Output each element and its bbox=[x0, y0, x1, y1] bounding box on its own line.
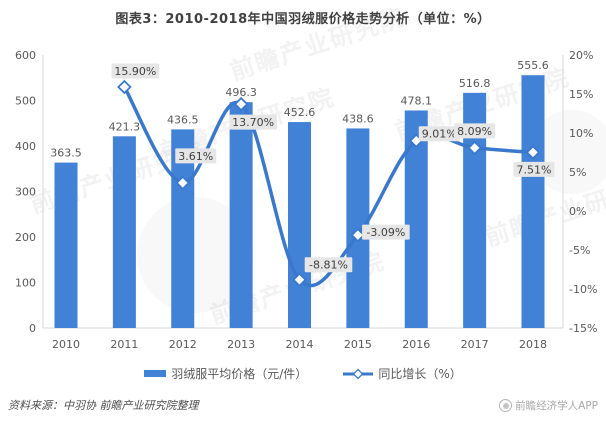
legend-item-growth: 同比增长（%） bbox=[343, 365, 462, 382]
watermark-circle bbox=[137, 197, 253, 313]
growth-label-2016: 9.01% bbox=[422, 128, 457, 141]
growth-label-2015: -3.09% bbox=[366, 226, 405, 239]
growth-label-2017: 8.09% bbox=[457, 125, 492, 138]
growth-label-box-2015 bbox=[362, 224, 410, 240]
growth-label-2012: 3.61% bbox=[178, 150, 213, 163]
y-axis-right-tick: 10% bbox=[569, 127, 593, 140]
y-axis-left-tick: 500 bbox=[15, 95, 36, 108]
bar-series-swatch bbox=[144, 370, 167, 377]
legend-label-price: 羽绒服平均价格（元/件） bbox=[171, 367, 308, 381]
x-axis-label-2011: 2011 bbox=[110, 338, 138, 351]
growth-label-box-2012 bbox=[175, 148, 217, 164]
growth-label-box-2011 bbox=[111, 63, 160, 79]
bar-2013 bbox=[229, 102, 253, 328]
bar-value-label-2012: 436.5 bbox=[167, 113, 199, 126]
growth-label-box-2016 bbox=[418, 126, 460, 142]
x-axis-label-2014: 2014 bbox=[286, 338, 314, 351]
chart-legend: 羽绒服平均价格（元/件） 同比增长（%） bbox=[0, 365, 606, 382]
y-axis-right-tick: 15% bbox=[569, 88, 593, 101]
source-note: 资料来源：中羽协 前瞻产业研究院整理 bbox=[8, 399, 199, 412]
y-axis-right-tick: 0% bbox=[569, 205, 586, 218]
bar-2014 bbox=[288, 122, 311, 328]
x-axis-label-2012: 2012 bbox=[169, 338, 197, 351]
growth-label-box-2014 bbox=[304, 257, 353, 273]
app-credit: 前瞻经济学人APP bbox=[499, 398, 598, 413]
bar-value-label-2017: 516.8 bbox=[459, 77, 491, 90]
y-axis-right-tick: -5% bbox=[569, 244, 590, 257]
chart-title: 图表3：2010-2018年中国羽绒服价格走势分析（单位：%） bbox=[115, 12, 491, 27]
bar-value-label-2010: 363.5 bbox=[50, 147, 82, 160]
bar-2011 bbox=[112, 136, 136, 328]
y-axis-left-tick: 0 bbox=[29, 322, 36, 335]
y-axis-right-tick: -10% bbox=[569, 283, 597, 296]
x-axis-label-2016: 2016 bbox=[402, 338, 430, 351]
y-axis-right-tick: 20% bbox=[569, 49, 593, 62]
watermark-text: 前瞻产业研究院 bbox=[227, 3, 409, 86]
y-axis-right-tick: -15% bbox=[569, 322, 597, 335]
bar-2017 bbox=[463, 92, 487, 328]
bar-2016 bbox=[404, 110, 428, 328]
growth-marker-2018 bbox=[525, 145, 541, 160]
y-axis-left-tick: 300 bbox=[15, 186, 36, 199]
y-axis-left-tick: 200 bbox=[15, 231, 36, 244]
growth-marker-2017 bbox=[467, 140, 482, 156]
growth-marker-2013 bbox=[233, 96, 249, 112]
growth-label-box-2013 bbox=[229, 114, 277, 130]
legend-label-growth: 同比增长（%） bbox=[378, 367, 462, 381]
x-axis-label-2017: 2017 bbox=[461, 338, 489, 351]
growth-label-2018: 7.51% bbox=[517, 163, 552, 176]
growth-marker-2011 bbox=[117, 79, 132, 95]
bar-value-label-2018: 555.6 bbox=[517, 59, 549, 72]
line-series-swatch bbox=[343, 368, 374, 379]
growth-label-2011: 15.90% bbox=[114, 65, 156, 78]
bar-value-label-2014: 452.6 bbox=[284, 106, 316, 119]
bar-value-label-2015: 438.6 bbox=[342, 112, 374, 125]
y-axis-left-tick: 100 bbox=[15, 277, 36, 290]
x-axis-label-2018: 2018 bbox=[519, 338, 547, 351]
legend-item-price: 羽绒服平均价格（元/件） bbox=[144, 365, 307, 382]
x-axis-label-2010: 2010 bbox=[52, 338, 80, 351]
app-logo-icon bbox=[499, 399, 513, 412]
growth-label-box-2017 bbox=[454, 123, 496, 139]
bar-2018 bbox=[521, 75, 545, 329]
growth-marker-2012 bbox=[175, 175, 191, 191]
x-axis-label-2013: 2013 bbox=[227, 338, 255, 351]
bar-value-label-2011: 421.3 bbox=[109, 120, 141, 133]
y-axis-right-tick: 5% bbox=[569, 166, 586, 179]
growth-label-2013: 13.70% bbox=[232, 116, 274, 129]
y-axis-left-tick: 400 bbox=[15, 140, 36, 153]
y-axis-left-tick: 600 bbox=[15, 49, 36, 62]
bar-2010 bbox=[54, 162, 78, 328]
x-axis-label-2015: 2015 bbox=[344, 338, 372, 351]
growth-marker-2014 bbox=[292, 272, 307, 287]
bar-value-label-2016: 478.1 bbox=[401, 94, 433, 107]
footer: 资料来源：中羽协 前瞻产业研究院整理 前瞻经济学人APP bbox=[0, 394, 606, 418]
growth-label-box-2018 bbox=[513, 161, 555, 177]
app-credit-label: 前瞻经济学人APP bbox=[515, 400, 598, 412]
bar-value-label-2013: 496.3 bbox=[225, 86, 257, 99]
growth-label-2014: -8.81% bbox=[309, 259, 348, 272]
